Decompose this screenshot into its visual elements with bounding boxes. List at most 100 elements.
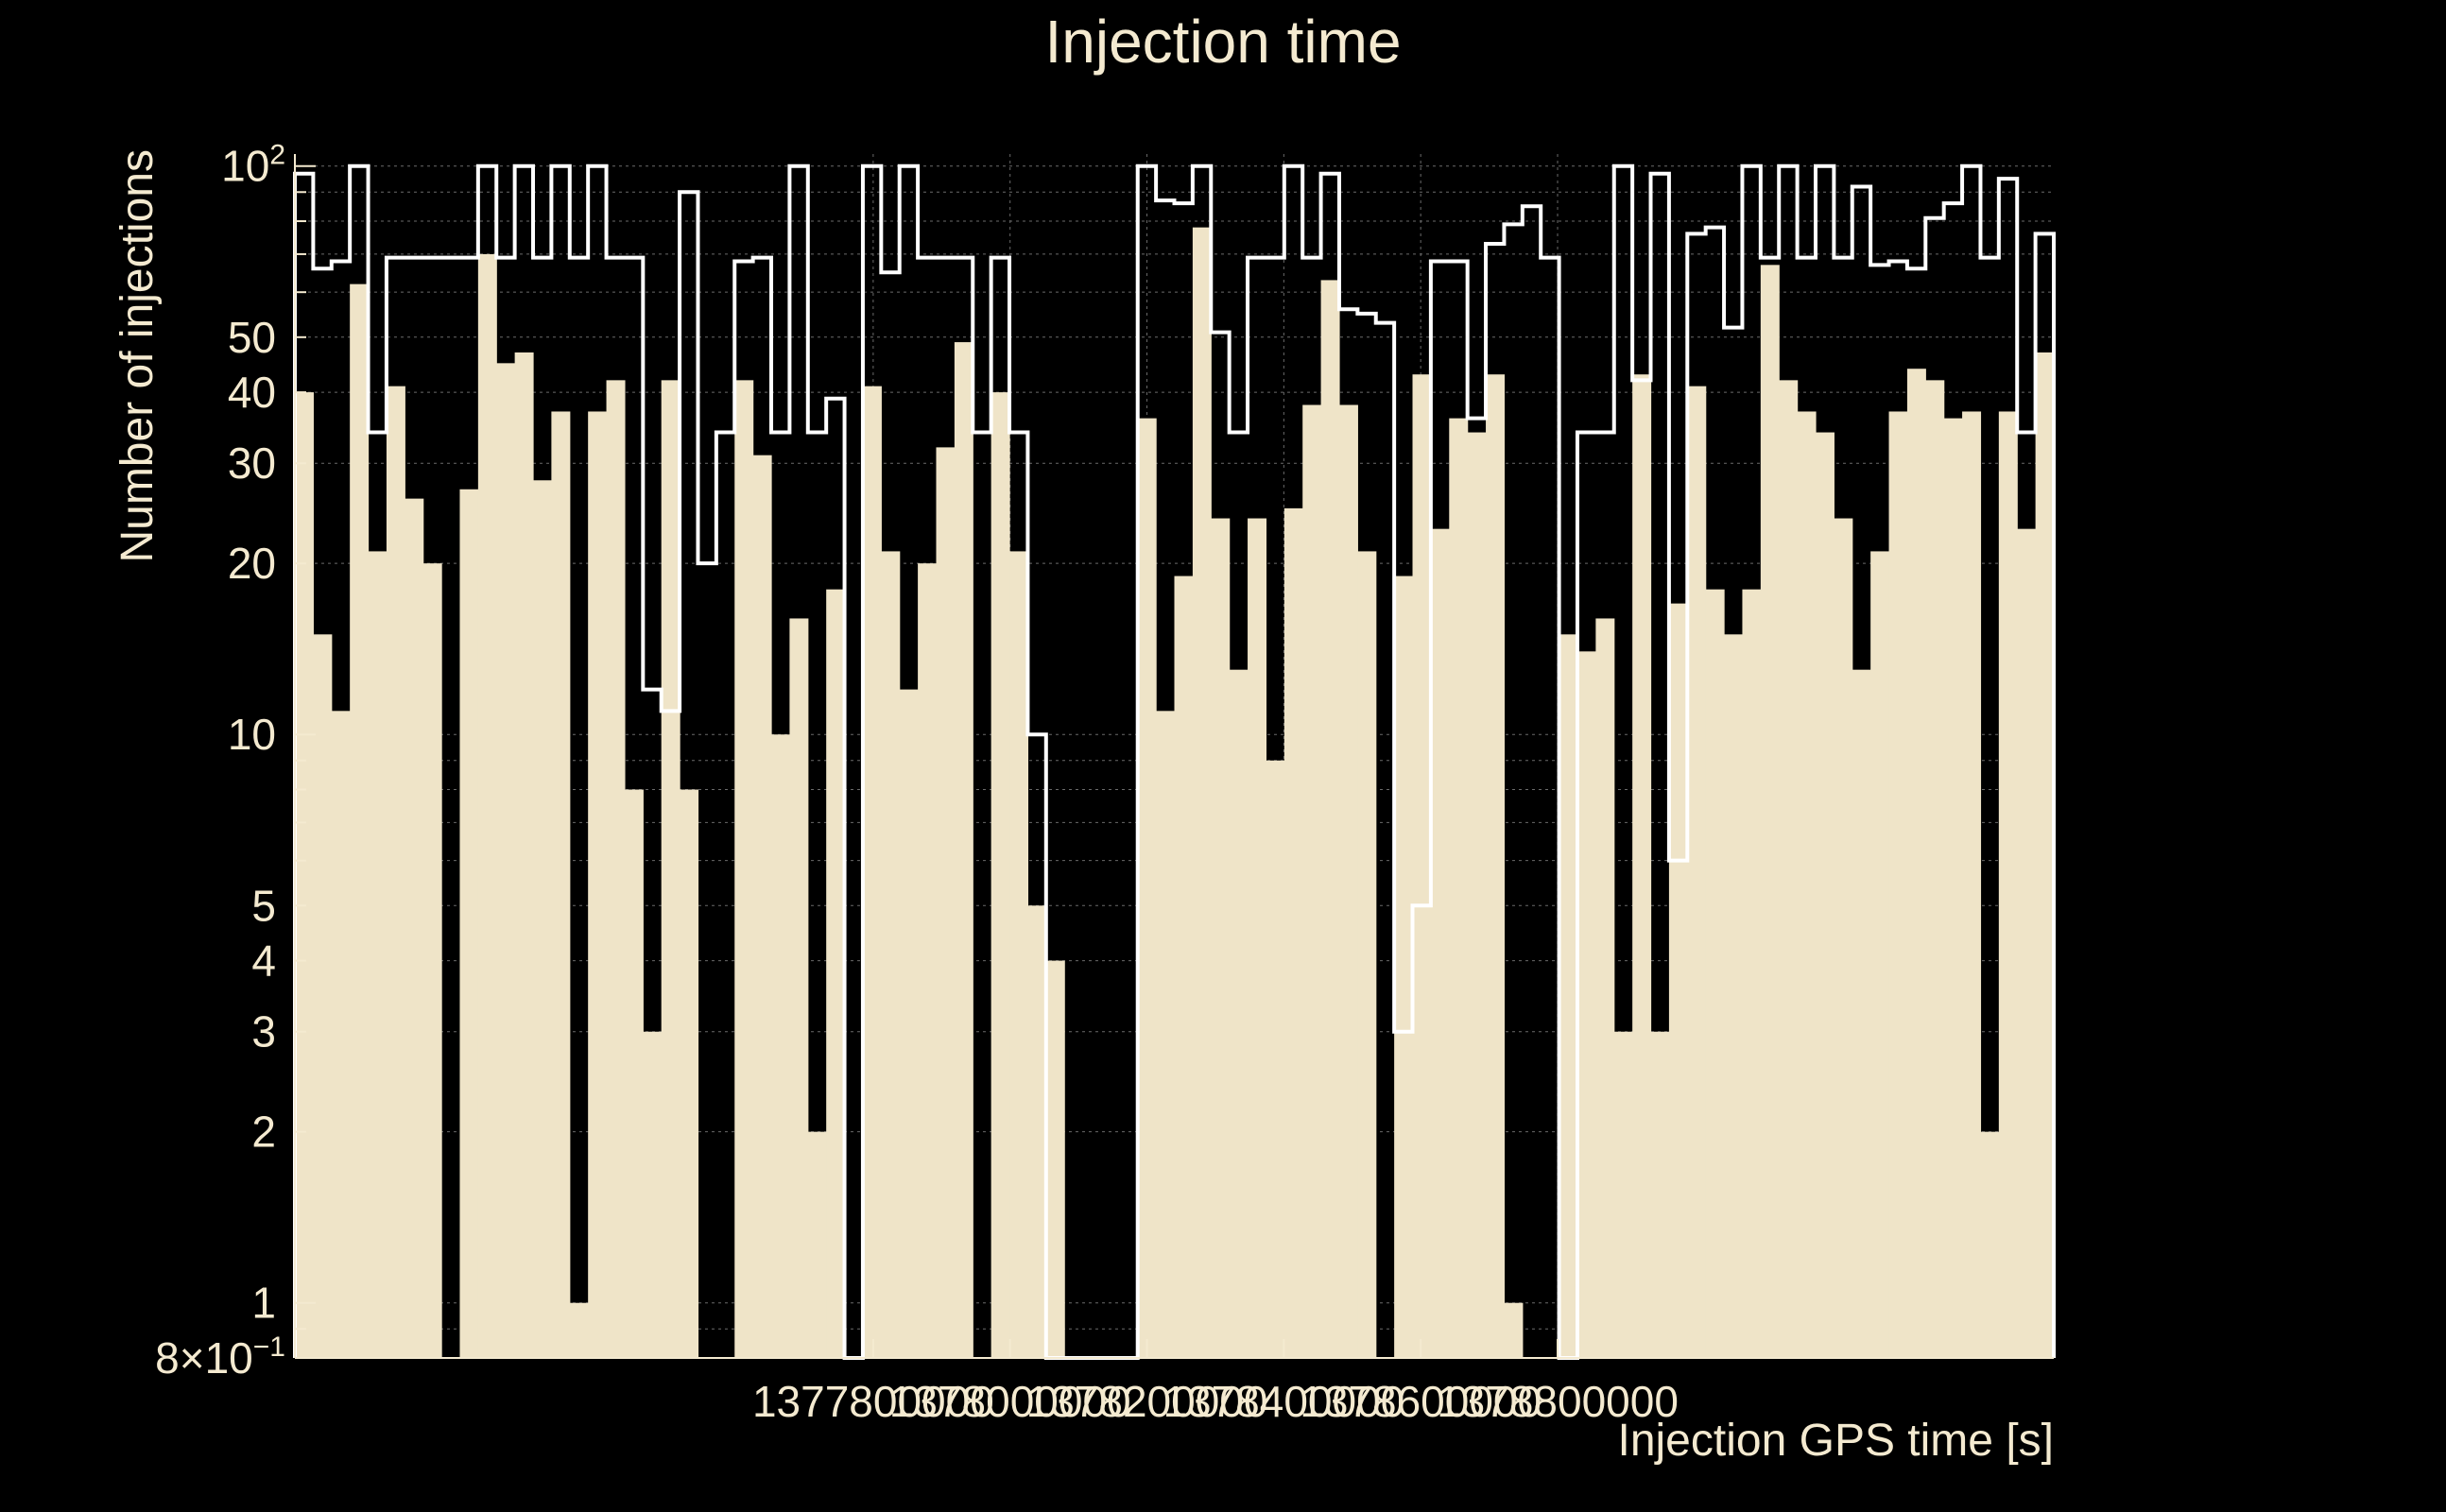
chart-title: Injection time [1044,8,1401,76]
x-axis-label: Injection GPS time [s] [1617,1416,2054,1466]
filled-bin [1650,1031,1670,1358]
filled-bin [1283,507,1303,1358]
filled-bin [1320,280,1340,1358]
filled-bin [1632,374,1652,1358]
filled-bin [1870,551,1890,1358]
filled-bin [752,455,772,1358]
filled-bin [1357,551,1377,1358]
filled-bin [551,411,571,1358]
filled-bin [1559,634,1578,1358]
filled-bin [1815,432,1834,1358]
x-axis-ticks: 1377800000137800000013782000001378400000… [752,1339,1679,1426]
filled-bin [1962,411,1982,1358]
filled-bin [459,489,479,1358]
y-tick-label: 102 [221,140,285,191]
filled-bin [1943,418,1963,1358]
filled-bin [1742,589,1762,1358]
filled-bin [1302,404,1322,1358]
filled-bin [990,392,1010,1358]
filled-bin [680,789,699,1358]
filled-bin [1906,369,1926,1358]
outline-series-line [293,163,2056,1360]
filled-bin [807,1131,827,1358]
filled-bin [1797,411,1817,1358]
y-tick-label: 50 [228,313,276,362]
filled-bin [569,1302,589,1358]
x-tick-label: 1377800000 [752,1377,994,1426]
y-tick-label: 10 [228,710,276,759]
filled-bin [1576,651,1596,1358]
filled-bin [826,589,846,1358]
x-tick-label: 1378400000 [1163,1377,1404,1426]
filled-bin [1779,380,1799,1358]
outline-histogram [293,163,2056,1360]
filled-bin [313,634,333,1358]
filled-bin [422,563,442,1358]
filled-histogram [295,227,2055,1359]
filled-bin [936,447,956,1359]
filled-bin [1834,518,1853,1358]
filled-bin [661,380,680,1358]
filled-bin [496,363,516,1358]
filled-bin [1338,404,1358,1358]
filled-bin [918,563,938,1358]
filled-bin [1027,905,1047,1358]
filled-bin [1888,411,1908,1358]
filled-bin [1137,418,1157,1358]
filled-bin [477,253,497,1359]
filled-bin [1760,265,1780,1359]
y-tick-label: 1 [251,1279,276,1328]
filled-bin [771,734,791,1358]
filled-bin [2035,352,2055,1359]
x-tick-label: 1378000000 [889,1377,1131,1426]
filled-bin [954,342,973,1358]
x-tick-label: 1378600000 [1300,1377,1542,1426]
y-tick-label: 5 [251,881,276,930]
y-axis-ticks: 102 50 40 30 20 10 5 4 3 2 18×10−1 [155,140,316,1383]
filled-bin [1668,603,1688,1358]
filled-bin [1430,528,1450,1358]
filled-bin [1394,576,1414,1358]
filled-bin [881,551,901,1358]
plot-axes [294,154,2054,1359]
filled-bin [1009,551,1029,1358]
x-tick-label: 1378800000 [1437,1377,1679,1426]
filled-bin [1248,518,1267,1358]
y-axis-label: Number of injections [112,149,163,563]
y-tick-label: 3 [251,1007,276,1057]
filled-bin [606,380,626,1358]
filled-bin [1467,432,1487,1358]
filled-bin [1724,634,1744,1358]
filled-bin [1705,589,1725,1358]
filled-bin [2017,528,2037,1358]
x-tick-label: 1378200000 [1026,1377,1268,1426]
filled-bin [1595,618,1615,1358]
filled-bin [1980,1131,2000,1358]
y-tick-label: 20 [228,539,276,588]
filled-bin [1852,669,1871,1358]
y-tick-label: 40 [228,368,276,417]
filled-bin [1486,374,1506,1358]
filled-bin [1687,386,1707,1358]
filled-bin [624,789,644,1358]
filled-bin [514,352,534,1359]
filled-bin [1998,411,2018,1358]
filled-bin [862,386,882,1358]
filled-bin [643,1031,663,1358]
filled-bin [1211,518,1231,1358]
filled-bin [1925,380,1945,1358]
filled-bin [368,551,388,1358]
y-tick-label: 2 [251,1108,276,1157]
filled-bin [295,392,314,1358]
filled-bin [1412,374,1432,1358]
filled-bin [1045,960,1065,1358]
filled-bin [1504,1302,1524,1358]
filled-bin [899,689,919,1358]
filled-bin [1613,1031,1633,1358]
filled-bin [350,284,370,1358]
filled-bin [1174,576,1194,1358]
filled-bin [533,480,552,1358]
filled-bin [1266,760,1285,1358]
filled-bin [734,380,754,1358]
filled-bin [588,411,608,1358]
